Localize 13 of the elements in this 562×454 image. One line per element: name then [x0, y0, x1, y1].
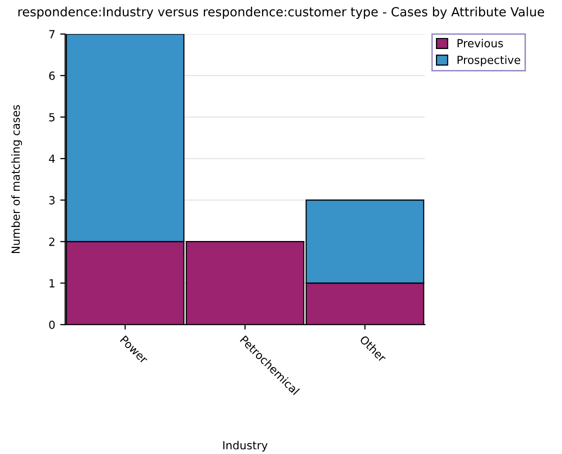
y-tick-label: 3	[49, 196, 55, 204]
y-tick-label: 0	[49, 320, 55, 329]
legend-label: Prospective	[458, 55, 520, 66]
chart-title: respondence:Industry versus respondence:customer type - Cases by Attribute Value	[18, 6, 544, 19]
y-axis-title: Number of matching cases	[11, 105, 22, 254]
y-tick-label: 1	[50, 279, 54, 288]
y-tick-label: 6	[49, 72, 55, 80]
y-tick-label: 4	[48, 154, 55, 163]
y-tick-label: 5	[49, 113, 54, 122]
y-tick-label: 2	[49, 238, 54, 246]
legend-label: Previous	[458, 38, 503, 48]
x-axis-title: Industry	[223, 440, 268, 452]
y-tick-label: 7	[49, 30, 55, 38]
